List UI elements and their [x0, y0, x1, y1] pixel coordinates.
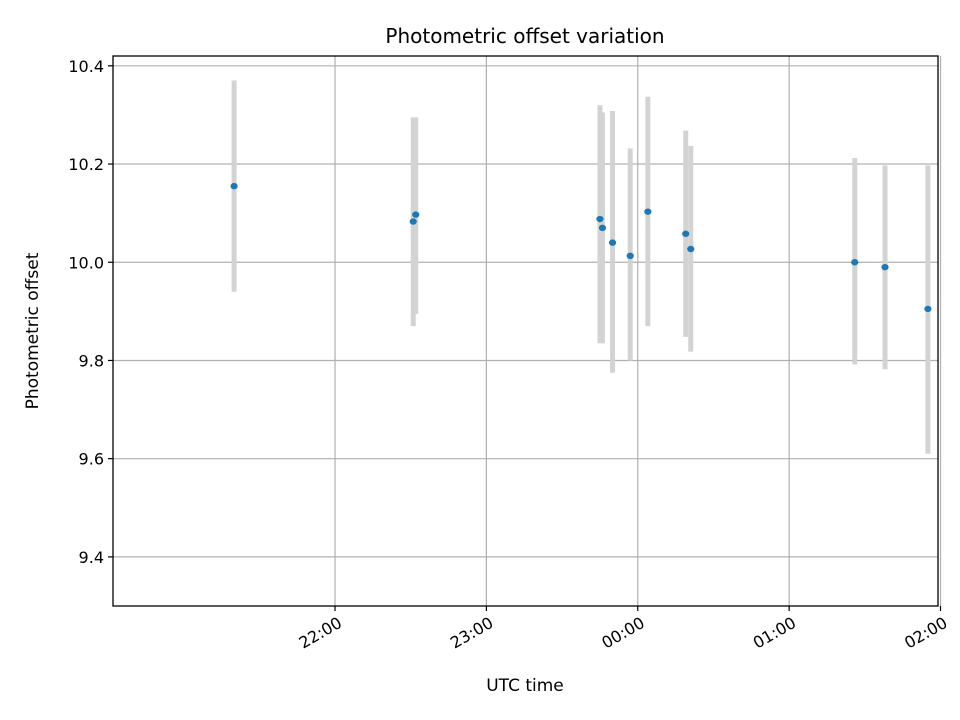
data-point [230, 182, 238, 190]
data-point [598, 224, 607, 232]
x-tick-label: 01:00 [750, 613, 799, 653]
y-tick-label: 10.2 [68, 155, 104, 174]
data-point [626, 252, 634, 260]
y-axis-label: Photometric offset [23, 252, 43, 409]
y-tick-label: 9.8 [79, 351, 104, 370]
y-tick-label: 10.4 [68, 57, 104, 76]
grid-lines [113, 56, 942, 606]
data-point [608, 239, 617, 246]
y-tick-label: 9.6 [79, 450, 104, 469]
data-point [687, 245, 695, 253]
data-points [230, 182, 932, 313]
data-point [924, 305, 932, 313]
chart-title: Photometric offset variation [385, 24, 664, 48]
x-tick-label: 23:00 [447, 613, 496, 653]
x-tick-label: 02:00 [901, 613, 950, 653]
y-axis-ticks: 9.4 9.6 9.8 10.0 10.2 10.4 [68, 57, 113, 567]
x-axis-ticks: 22:00 23:00 00:00 01:00 02:00 [296, 606, 951, 653]
data-point [682, 230, 690, 237]
x-tick-label: 00:00 [598, 613, 647, 653]
plot-frame [112, 55, 939, 607]
data-point [851, 259, 859, 266]
data-point [881, 263, 889, 271]
data-point [412, 211, 420, 218]
data-point [409, 218, 417, 225]
x-axis-label: UTC time [486, 676, 564, 696]
y-tick-label: 10.0 [68, 253, 104, 272]
x-tick-label: 22:00 [296, 613, 345, 653]
data-point [596, 215, 604, 223]
y-tick-label: 9.4 [79, 548, 104, 567]
data-point [644, 208, 652, 215]
error-bars [231, 80, 931, 454]
